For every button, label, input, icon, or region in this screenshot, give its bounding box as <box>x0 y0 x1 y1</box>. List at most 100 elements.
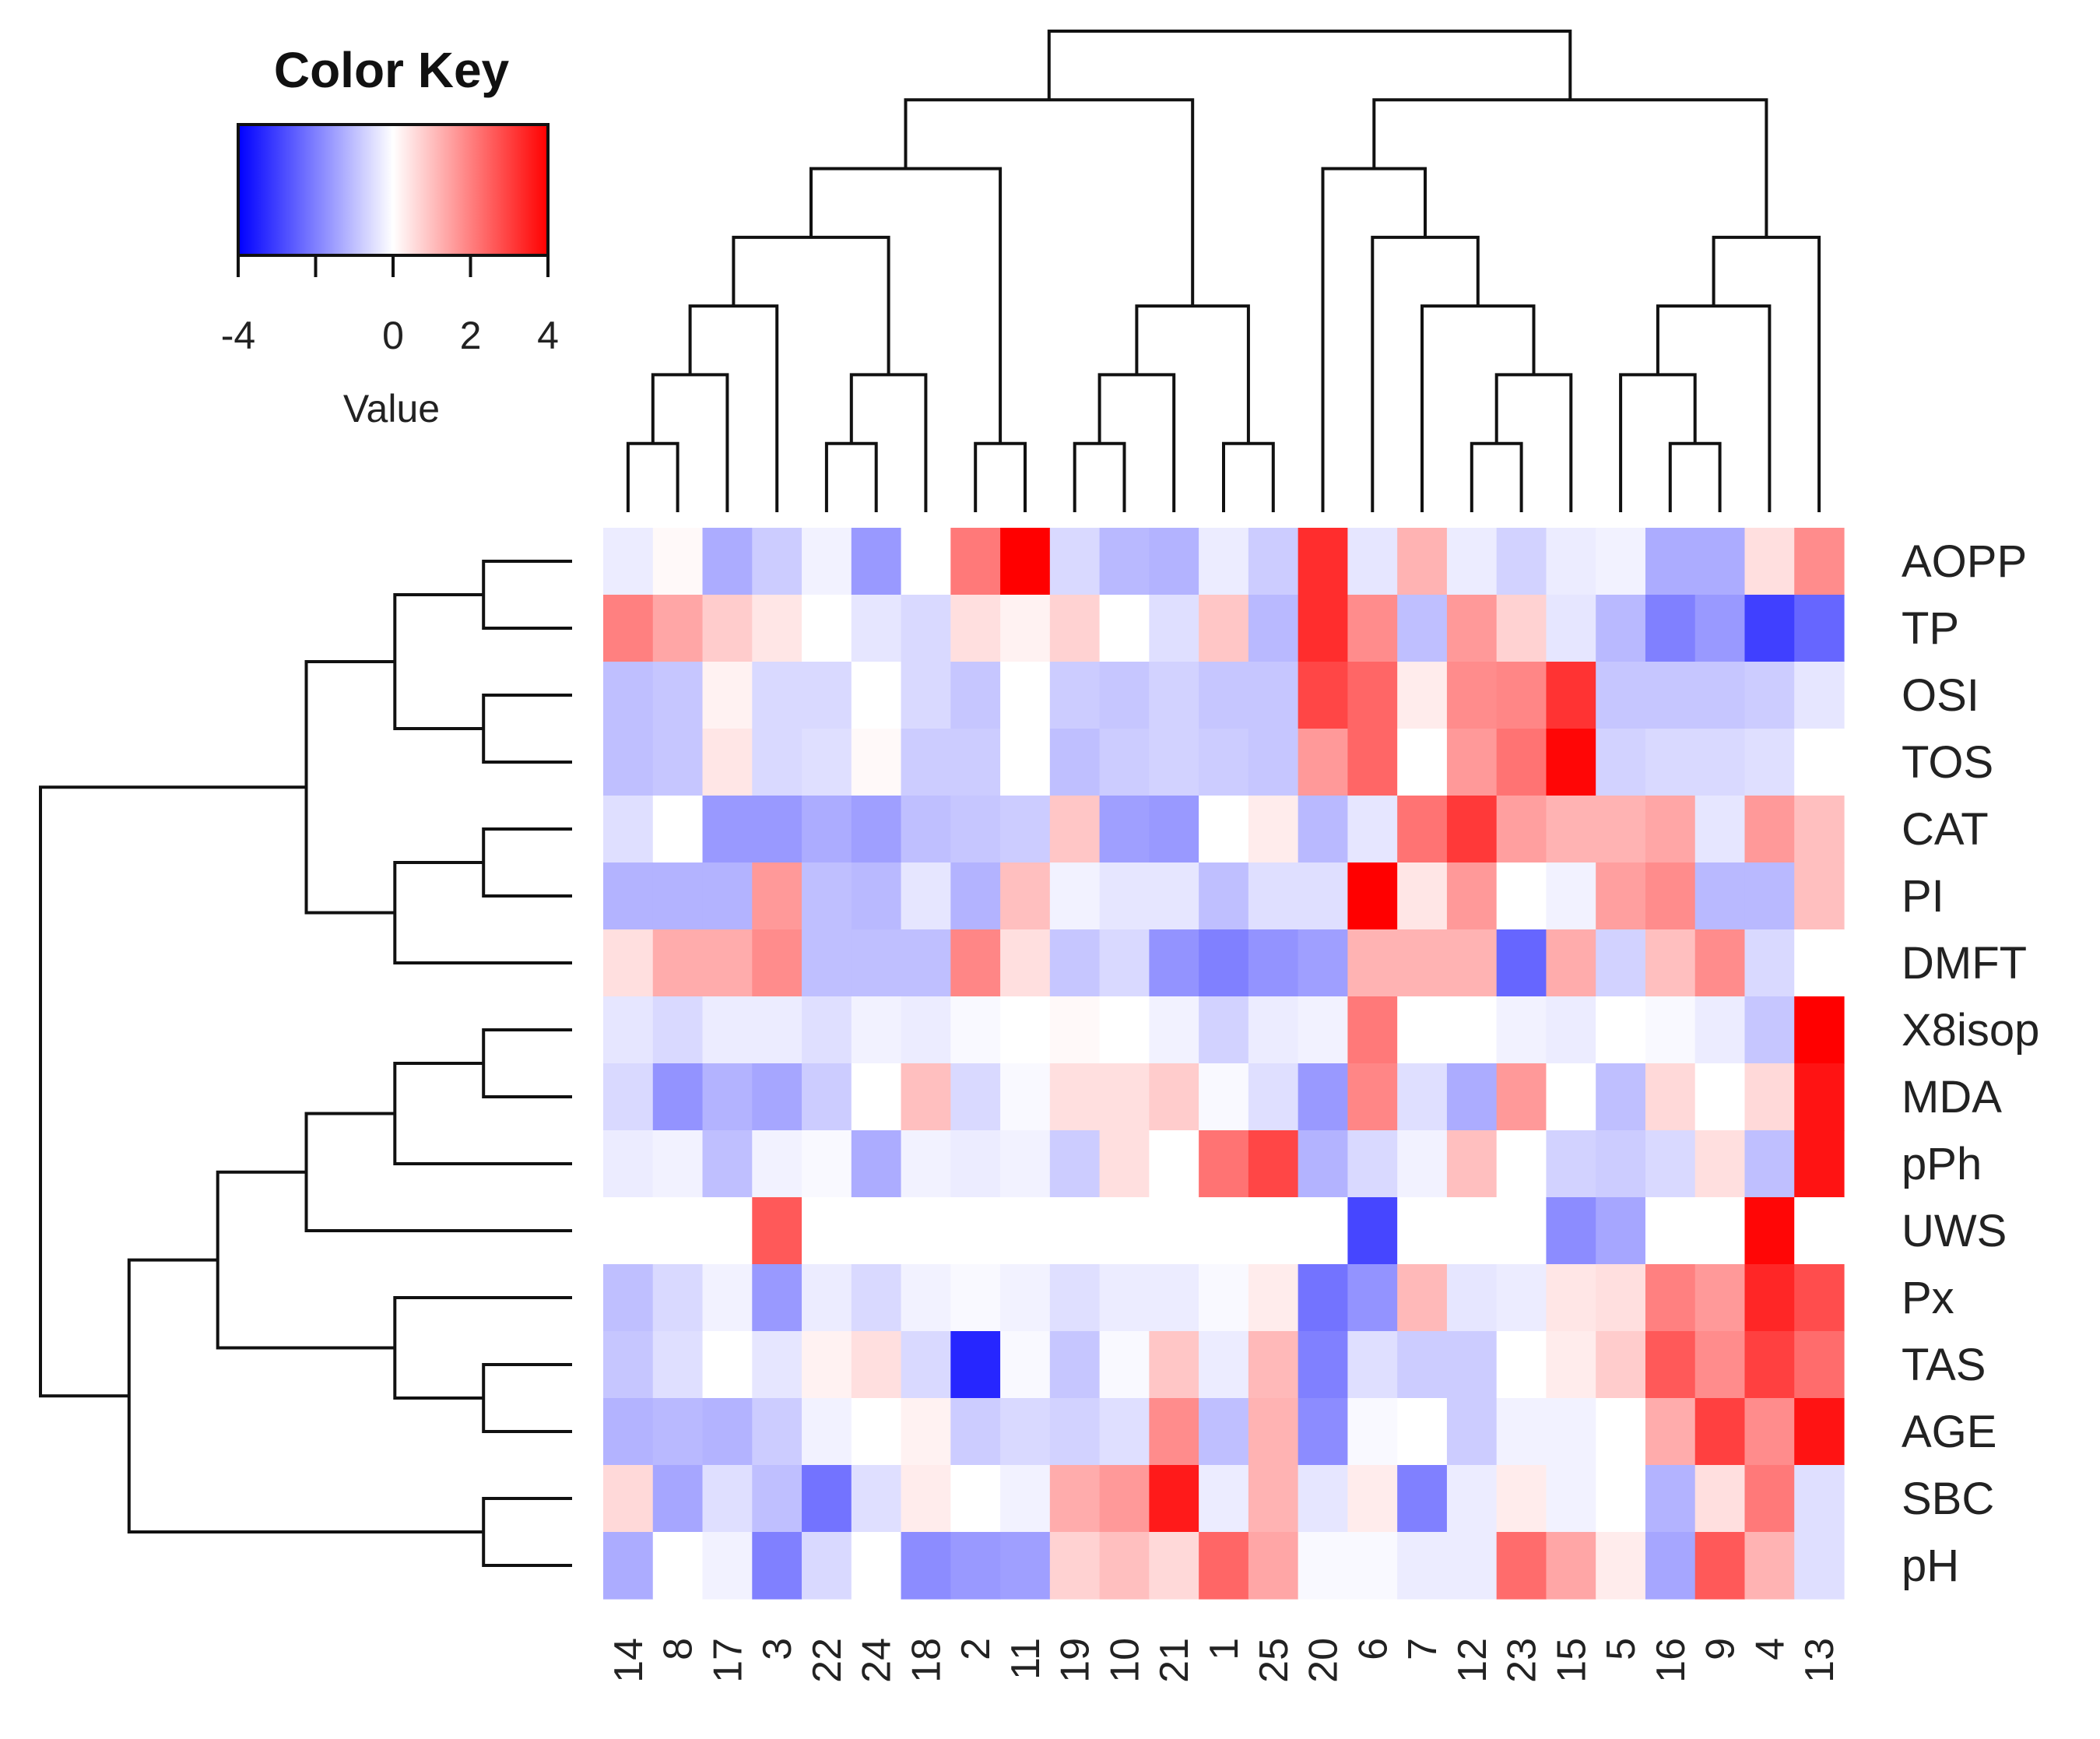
heatmap-cell-pPh-21 <box>1149 1130 1199 1198</box>
heatmap-cell-pH-11 <box>1000 1532 1051 1600</box>
heatmap-cell-DMFT-14 <box>603 929 654 997</box>
heatmap-cell-MDA-4 <box>1744 1063 1795 1131</box>
heatmap-cell-PI-24 <box>851 862 902 930</box>
heatmap-cell-pH-21 <box>1149 1532 1199 1600</box>
heatmap-cell-PI-4 <box>1744 862 1795 930</box>
heatmap-cell-AOPP-23 <box>1496 528 1547 595</box>
heatmap-cell-TOS-7 <box>1397 729 1448 796</box>
column-dendrogram-branch <box>1656 304 1772 512</box>
row-label-pPh: pPh <box>1902 1139 1982 1189</box>
heatmap-cell-pPh-13 <box>1794 1130 1845 1198</box>
heatmap-cell-SBC-17 <box>702 1465 753 1533</box>
heatmap-cell-OSI-23 <box>1496 662 1547 729</box>
heatmap-cell-TP-7 <box>1397 595 1448 662</box>
column-label-13: 13 <box>1797 1638 1842 1683</box>
heatmap-cell-MDA-11 <box>1000 1063 1051 1131</box>
heatmap-cell-pPh-1 <box>1199 1130 1249 1198</box>
heatmap-cell-UWS-6 <box>1347 1197 1398 1265</box>
heatmap-cell-AOPP-12 <box>1446 528 1498 595</box>
heatmap-cell-TP-24 <box>851 595 902 662</box>
heatmap-cell-pPh-15 <box>1546 1130 1596 1198</box>
row-label-CAT: CAT <box>1902 804 1989 855</box>
heatmap-cell-PI-1 <box>1199 862 1249 930</box>
row-label-SBC: SBC <box>1902 1474 1994 1524</box>
column-label-16: 16 <box>1649 1638 1694 1683</box>
heatmap-cell-TAS-1 <box>1199 1331 1249 1399</box>
heatmap-cell-MDA-22 <box>802 1063 852 1131</box>
heatmap-cell-AGE-9 <box>1694 1398 1746 1466</box>
heatmap-cell-X8isop-19 <box>1049 996 1101 1064</box>
heatmap-cell-UWS-21 <box>1149 1197 1199 1265</box>
heatmap-cell-CAT-23 <box>1496 796 1547 863</box>
heatmap-cell-TOS-13 <box>1794 729 1845 796</box>
heatmap-cell-CAT-7 <box>1397 796 1448 863</box>
heatmap-cell-AGE-4 <box>1744 1398 1795 1466</box>
column-dendrogram-branch <box>1372 98 1768 237</box>
heatmap-cell-MDA-14 <box>603 1063 654 1131</box>
heatmap-cell-TP-13 <box>1794 595 1845 662</box>
row-dendrogram-branch <box>482 1497 572 1567</box>
heatmap-cell-DMFT-5 <box>1596 929 1646 997</box>
heatmap-cell-TOS-19 <box>1049 729 1101 796</box>
heatmap-cell-pPh-4 <box>1744 1130 1795 1198</box>
heatmap-cell-Px-16 <box>1645 1264 1696 1332</box>
heatmap-cell-TAS-6 <box>1347 1331 1398 1399</box>
heatmap-cell-Px-13 <box>1794 1264 1845 1332</box>
heatmap-cell-pPh-23 <box>1496 1130 1547 1198</box>
heatmap-cell-CAT-18 <box>901 796 951 863</box>
heatmap-cell-PI-5 <box>1596 862 1646 930</box>
column-label-22: 22 <box>805 1638 850 1683</box>
heatmap-cell-AOPP-18 <box>901 528 951 595</box>
heatmap-cell-CAT-3 <box>752 796 802 863</box>
heatmap-cell-MDA-15 <box>1546 1063 1596 1131</box>
heatmap-cell-MDA-3 <box>752 1063 802 1131</box>
heatmap-cell-SBC-11 <box>1000 1465 1051 1533</box>
heatmap-cell-MDA-6 <box>1347 1063 1398 1131</box>
column-dendrogram-branch <box>626 441 680 512</box>
heatmap-cell-TP-21 <box>1149 595 1199 662</box>
heatmap-cell-DMFT-17 <box>702 929 753 997</box>
row-label-TP: TP <box>1902 603 1959 654</box>
column-dendrogram-branch <box>974 441 1027 512</box>
heatmap-cell-SBC-25 <box>1248 1465 1299 1533</box>
heatmap-cell-TOS-3 <box>752 729 802 796</box>
heatmap-cell-DMFT-1 <box>1199 929 1249 997</box>
column-dendrogram-branch <box>1668 441 1722 512</box>
column-label-4: 4 <box>1747 1638 1793 1660</box>
heatmap-cell-X8isop-21 <box>1149 996 1199 1064</box>
heatmap-cell-pPh-6 <box>1347 1130 1398 1198</box>
heatmap-cell-UWS-17 <box>702 1197 753 1265</box>
heatmap-cell-TP-25 <box>1248 595 1299 662</box>
heatmap-cell-UWS-10 <box>1099 1197 1150 1265</box>
column-dendrogram-branch <box>1712 235 1821 512</box>
heatmap-cell-pPh-19 <box>1049 1130 1101 1198</box>
heatmap-cell-TOS-10 <box>1099 729 1150 796</box>
column-dendrogram-branch <box>1470 441 1523 512</box>
heatmap-cell-OSI-5 <box>1596 662 1646 729</box>
heatmap-cell-MDA-5 <box>1596 1063 1646 1131</box>
heatmap-cell-TOS-22 <box>802 729 852 796</box>
heatmap-cell-pPh-17 <box>702 1130 753 1198</box>
heatmap-cell-AGE-18 <box>901 1398 951 1466</box>
heatmap-cell-UWS-14 <box>603 1197 654 1265</box>
heatmap-cell-AOPP-25 <box>1248 528 1299 595</box>
heatmap-cell-Px-1 <box>1199 1264 1249 1332</box>
heatmap-cell-CAT-2 <box>950 796 1001 863</box>
heatmap-cell-CAT-5 <box>1596 796 1646 863</box>
heatmap-cell-Px-24 <box>851 1264 902 1332</box>
heatmap-cell-PI-17 <box>702 862 753 930</box>
heatmap-cell-AOPP-13 <box>1794 528 1845 595</box>
heatmap-cell-TOS-20 <box>1298 729 1348 796</box>
heatmap-cell-UWS-12 <box>1446 1197 1498 1265</box>
heatmap-cell-TOS-25 <box>1248 729 1299 796</box>
heatmap-cell-TOS-14 <box>603 729 654 796</box>
color-key-gradient <box>237 123 550 257</box>
heatmap-cell-pPh-14 <box>603 1130 654 1198</box>
heatmap-cell-AGE-19 <box>1049 1398 1101 1466</box>
heatmap-cell-pH-23 <box>1496 1532 1547 1600</box>
heatmap-cell-pH-25 <box>1248 1532 1299 1600</box>
heatmap-cell-X8isop-3 <box>752 996 802 1064</box>
heatmap-cell-UWS-16 <box>1645 1197 1696 1265</box>
heatmap-cell-AGE-1 <box>1199 1398 1249 1466</box>
